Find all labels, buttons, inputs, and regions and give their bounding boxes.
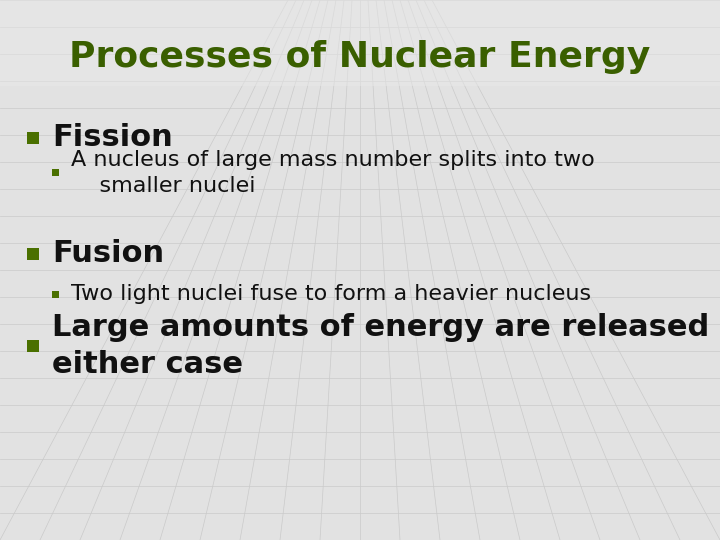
Text: Large amounts of energy are released in
either case: Large amounts of energy are released in … (52, 313, 720, 379)
FancyBboxPatch shape (27, 132, 40, 144)
FancyBboxPatch shape (27, 248, 40, 260)
Text: Fission: Fission (52, 123, 173, 152)
Text: Fusion: Fusion (52, 239, 164, 268)
Text: A nucleus of large mass number splits into two
    smaller nuclei: A nucleus of large mass number splits in… (71, 150, 594, 195)
FancyBboxPatch shape (52, 291, 59, 298)
FancyBboxPatch shape (27, 340, 40, 352)
Text: Processes of Nuclear Energy: Processes of Nuclear Energy (69, 40, 651, 73)
Text: Two light nuclei fuse to form a heavier nucleus: Two light nuclei fuse to form a heavier … (71, 284, 590, 305)
FancyBboxPatch shape (52, 169, 59, 176)
FancyBboxPatch shape (0, 0, 720, 86)
